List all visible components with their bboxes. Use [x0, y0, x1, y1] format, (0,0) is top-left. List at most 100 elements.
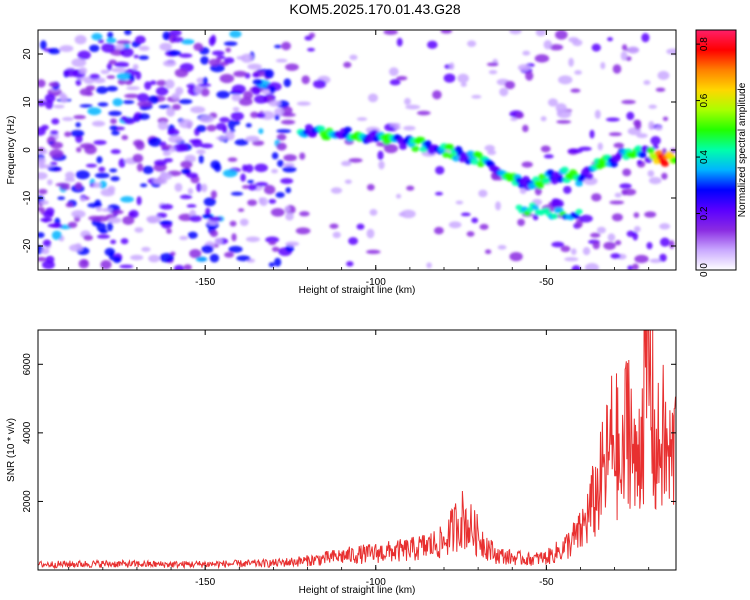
- heatmap-cell: [264, 69, 275, 79]
- heatmap-cell: [247, 179, 255, 184]
- heatmap-cell: [38, 256, 47, 262]
- heatmap-cell: [655, 126, 663, 131]
- heatmap-cell: [378, 160, 385, 170]
- heatmap-cell: [633, 212, 640, 218]
- heatmap-cell: [74, 35, 87, 45]
- heatmap-cell: [232, 106, 240, 112]
- heatmap-cell: [179, 194, 193, 200]
- heatmap-cell: [213, 163, 222, 173]
- heatmap-cell: [168, 135, 183, 144]
- heatmap-cell: [525, 71, 534, 81]
- heatmap-cell: [285, 212, 294, 221]
- heatmap-cell: [608, 132, 622, 137]
- heatmap-cell: [307, 47, 315, 52]
- heatmap-cell: [547, 98, 558, 107]
- heatmap-cell: [296, 101, 311, 106]
- heatmap-cell: [497, 245, 507, 250]
- heatmap-cell: [50, 223, 64, 228]
- heatmap-cell: [136, 163, 144, 172]
- heatmap-cell: [200, 143, 214, 149]
- heatmap-cell: [114, 61, 130, 68]
- heatmap-cell: [223, 41, 238, 46]
- heatmap-cell: [199, 114, 214, 123]
- heatmap-cell: [457, 73, 469, 83]
- heatmap-cell: [532, 213, 539, 221]
- heatmap-cell: [74, 182, 83, 190]
- heatmap-cell: [276, 142, 287, 151]
- heatmap-cell: [299, 152, 306, 160]
- heatmap-cell: [91, 120, 106, 127]
- heatmap-cell: [38, 232, 45, 238]
- heatmap-cell: [167, 128, 180, 137]
- heatmap-cell: [304, 124, 313, 131]
- heatmap-cell: [196, 125, 207, 133]
- heatmap-cell: [340, 160, 352, 167]
- heatmap-cell: [650, 136, 661, 146]
- heatmap-cell: [435, 165, 445, 175]
- heatmap-cell: [195, 256, 208, 262]
- heatmap-cell: [383, 30, 398, 35]
- heatmap-cell: [144, 81, 152, 90]
- heatmap-cell: [174, 183, 183, 192]
- heatmap-cell: [611, 213, 623, 222]
- heatmap-cell: [621, 44, 628, 51]
- heatmap-cell: [111, 209, 124, 215]
- heatmap-cell: [189, 248, 202, 259]
- heatmap-cell: [98, 180, 107, 189]
- heatmap-cell: [271, 168, 278, 174]
- heatmap-cell: [241, 185, 251, 189]
- heatmap-cell: [120, 47, 134, 58]
- heatmap-cell: [40, 40, 47, 50]
- heatmap-cell: [122, 100, 135, 105]
- heatmap-cell: [348, 237, 359, 245]
- heatmap-cell: [248, 184, 257, 191]
- heatmap-cell: [276, 129, 292, 134]
- heatmap-cell: [106, 75, 116, 79]
- heatmap-cell: [216, 90, 230, 99]
- heatmap-cell: [369, 208, 378, 216]
- heatmap-cell: [71, 210, 86, 218]
- heatmap-cell: [122, 215, 135, 225]
- heatmap-cell: [615, 240, 622, 246]
- heatmap-cell: [388, 67, 399, 76]
- heatmap-cell: [534, 54, 550, 63]
- heatmap-cell: [495, 201, 501, 211]
- heatmap-cell: [556, 176, 565, 183]
- heatmap-cell: [107, 31, 114, 39]
- heatmap-cell: [99, 229, 108, 234]
- heatmap-cell: [227, 119, 236, 130]
- heatmap-cell: [282, 166, 297, 173]
- heatmap-cell: [510, 117, 518, 122]
- heatmap-cell: [106, 63, 113, 71]
- heatmap-cell: [162, 31, 171, 41]
- heatmap-cell: [75, 79, 82, 86]
- heatmap-cell: [116, 40, 132, 45]
- heatmap-cell: [591, 43, 601, 52]
- heatmap-cell: [225, 47, 231, 53]
- heatmap-cell: [487, 150, 497, 156]
- heatmap-cell: [209, 216, 223, 222]
- heatmap-cell: [517, 218, 525, 227]
- heatmap-cell: [245, 164, 254, 173]
- heatmap-cell: [484, 249, 492, 255]
- heatmap-cell: [206, 124, 217, 132]
- heatmap-cell: [486, 62, 499, 67]
- heatmap-cell: [540, 145, 551, 153]
- heatmap-cell: [209, 229, 219, 238]
- heatmap-cell: [250, 111, 259, 118]
- heatmap-cell: [254, 95, 268, 104]
- heatmap-cell: [157, 121, 169, 131]
- heatmap-cell: [471, 217, 479, 224]
- heatmap-cell: [96, 86, 108, 94]
- heatmap-cell: [560, 166, 569, 173]
- heatmap-cell: [313, 79, 327, 89]
- heatmap-cell: [643, 80, 651, 85]
- heatmap-cell: [610, 253, 621, 259]
- heatmap-cell: [389, 79, 401, 86]
- heatmap-cell: [234, 139, 249, 146]
- heatmap-cell: [38, 207, 45, 212]
- heatmap-cell: [59, 92, 66, 101]
- heatmap-cell: [180, 168, 191, 175]
- heatmap-cell: [243, 90, 254, 100]
- heatmap-cell: [509, 30, 522, 35]
